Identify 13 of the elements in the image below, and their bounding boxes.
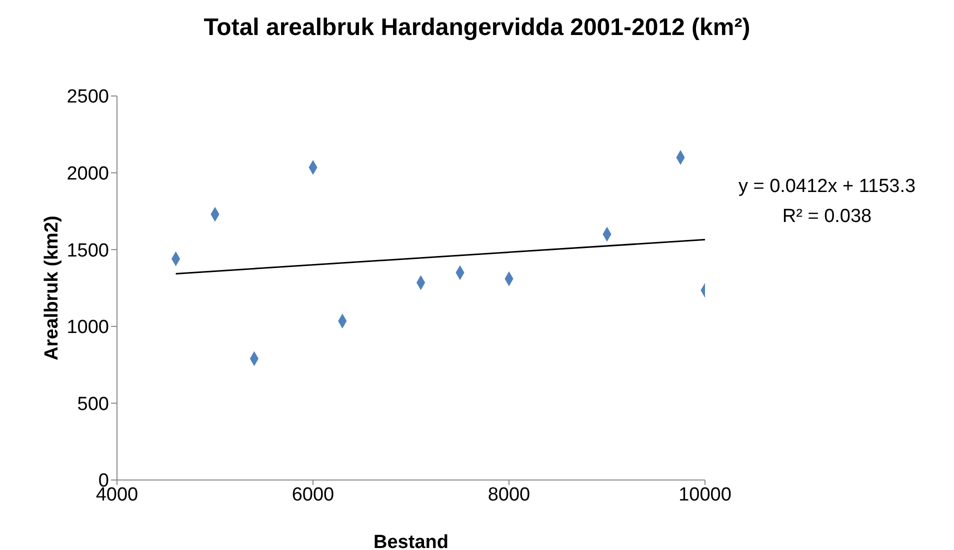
y-axis-title: Arealbruk (km2): [42, 216, 63, 360]
y-tick-label: 2000: [66, 164, 109, 185]
y-tick-label: 1000: [66, 317, 109, 338]
x-tick-label: 8000: [488, 484, 530, 506]
chart-title: Total arealbruk Hardangervidda 2001-2012 (km²): [202, 14, 752, 42]
text: R² = 0.038: [781, 205, 873, 229]
y-tick-label: 1500: [66, 240, 109, 262]
x-axis-title: Bestand: [374, 532, 448, 550]
text: y = 0.0412x + 1153.3: [737, 175, 917, 199]
x-tick-label: 6000: [292, 484, 334, 506]
y-tick-label: 2500: [66, 86, 109, 108]
y-tick-label: 500: [77, 394, 109, 415]
x-tick-label: 10000: [678, 484, 732, 506]
